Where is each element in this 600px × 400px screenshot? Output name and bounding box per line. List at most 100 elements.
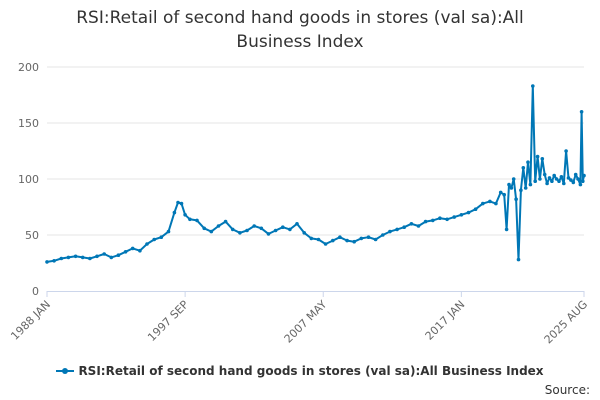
data-point[interactable]: [511, 177, 516, 181]
data-point[interactable]: [562, 181, 566, 186]
data-point[interactable]: [252, 224, 256, 228]
data-point[interactable]: [445, 217, 449, 222]
data-point[interactable]: [438, 216, 442, 220]
data-point[interactable]: [452, 215, 457, 219]
data-point[interactable]: [579, 110, 584, 114]
data-point[interactable]: [366, 235, 371, 239]
data-point[interactable]: [209, 229, 214, 234]
data-point[interactable]: [45, 260, 49, 264]
data-point[interactable]: [538, 177, 542, 181]
data-point[interactable]: [109, 255, 114, 260]
data-point[interactable]: [316, 237, 321, 242]
data-point[interactable]: [295, 222, 299, 226]
data-point[interactable]: [388, 229, 392, 234]
data-point[interactable]: [502, 192, 507, 197]
data-point[interactable]: [238, 231, 242, 235]
data-point[interactable]: [216, 224, 221, 228]
data-point[interactable]: [288, 227, 292, 232]
data-point[interactable]: [416, 224, 421, 228]
data-point[interactable]: [578, 182, 583, 187]
data-point[interactable]: [466, 210, 471, 215]
data-point[interactable]: [542, 172, 547, 177]
data-point[interactable]: [166, 229, 171, 234]
data-point[interactable]: [338, 235, 342, 239]
data-point[interactable]: [514, 197, 518, 201]
data-point[interactable]: [352, 239, 357, 244]
data-point[interactable]: [266, 232, 271, 236]
data-point[interactable]: [526, 160, 530, 164]
data-point[interactable]: [554, 177, 559, 181]
data-point[interactable]: [359, 236, 364, 241]
data-point[interactable]: [245, 228, 249, 233]
data-point[interactable]: [509, 186, 514, 190]
data-point[interactable]: [552, 173, 556, 178]
data-point[interactable]: [569, 178, 573, 182]
data-point[interactable]: [309, 236, 314, 241]
data-point[interactable]: [545, 181, 549, 186]
data-point[interactable]: [88, 256, 92, 261]
data-point[interactable]: [66, 255, 71, 260]
data-point[interactable]: [183, 213, 187, 217]
data-point[interactable]: [102, 252, 106, 256]
data-point[interactable]: [152, 237, 156, 242]
data-point[interactable]: [528, 182, 533, 187]
data-point[interactable]: [507, 182, 511, 187]
data-point[interactable]: [504, 227, 509, 232]
data-point[interactable]: [223, 219, 228, 224]
data-point[interactable]: [381, 233, 385, 237]
data-point[interactable]: [431, 218, 435, 223]
data-point[interactable]: [123, 250, 128, 254]
data-point[interactable]: [145, 242, 149, 246]
data-point[interactable]: [459, 213, 464, 217]
data-point[interactable]: [571, 180, 576, 185]
data-point[interactable]: [323, 242, 328, 246]
data-point[interactable]: [582, 173, 586, 178]
data-point[interactable]: [581, 179, 585, 183]
data-point[interactable]: [488, 199, 492, 204]
data-point[interactable]: [302, 231, 307, 235]
data-point[interactable]: [576, 177, 580, 181]
data-point[interactable]: [373, 237, 378, 242]
data-point[interactable]: [130, 246, 135, 251]
data-point[interactable]: [188, 217, 192, 222]
data-point[interactable]: [547, 176, 552, 180]
data-point[interactable]: [564, 149, 568, 153]
data-point[interactable]: [498, 190, 503, 195]
data-point[interactable]: [172, 210, 177, 215]
data-point[interactable]: [80, 255, 85, 260]
data-point[interactable]: [52, 259, 56, 263]
data-point[interactable]: [550, 179, 554, 183]
data-point[interactable]: [523, 186, 528, 190]
data-point[interactable]: [273, 228, 278, 233]
data-point[interactable]: [59, 256, 64, 261]
data-point[interactable]: [473, 207, 478, 211]
data-point[interactable]: [179, 201, 184, 206]
data-point[interactable]: [516, 257, 521, 262]
data-point[interactable]: [331, 238, 335, 243]
data-point[interactable]: [531, 84, 535, 88]
data-point[interactable]: [159, 235, 164, 239]
data-point[interactable]: [259, 226, 264, 231]
data-point[interactable]: [395, 227, 399, 232]
data-point[interactable]: [573, 172, 578, 177]
data-point[interactable]: [423, 219, 428, 224]
data-point[interactable]: [557, 179, 561, 183]
data-point[interactable]: [559, 175, 564, 179]
data-point[interactable]: [566, 176, 571, 180]
data-point[interactable]: [519, 188, 523, 192]
data-point[interactable]: [481, 201, 485, 206]
data-point[interactable]: [95, 254, 99, 259]
data-point[interactable]: [540, 157, 545, 161]
data-point[interactable]: [73, 254, 78, 259]
data-point[interactable]: [281, 225, 285, 229]
data-point[interactable]: [195, 218, 199, 223]
legend[interactable]: RSI:Retail of second hand goods in store…: [0, 364, 600, 378]
data-point[interactable]: [402, 225, 407, 229]
data-point[interactable]: [533, 179, 537, 183]
data-point[interactable]: [202, 226, 206, 231]
data-point[interactable]: [116, 253, 121, 257]
data-point[interactable]: [521, 166, 526, 170]
data-point[interactable]: [345, 238, 349, 243]
data-point[interactable]: [494, 201, 498, 206]
data-point[interactable]: [138, 248, 142, 253]
